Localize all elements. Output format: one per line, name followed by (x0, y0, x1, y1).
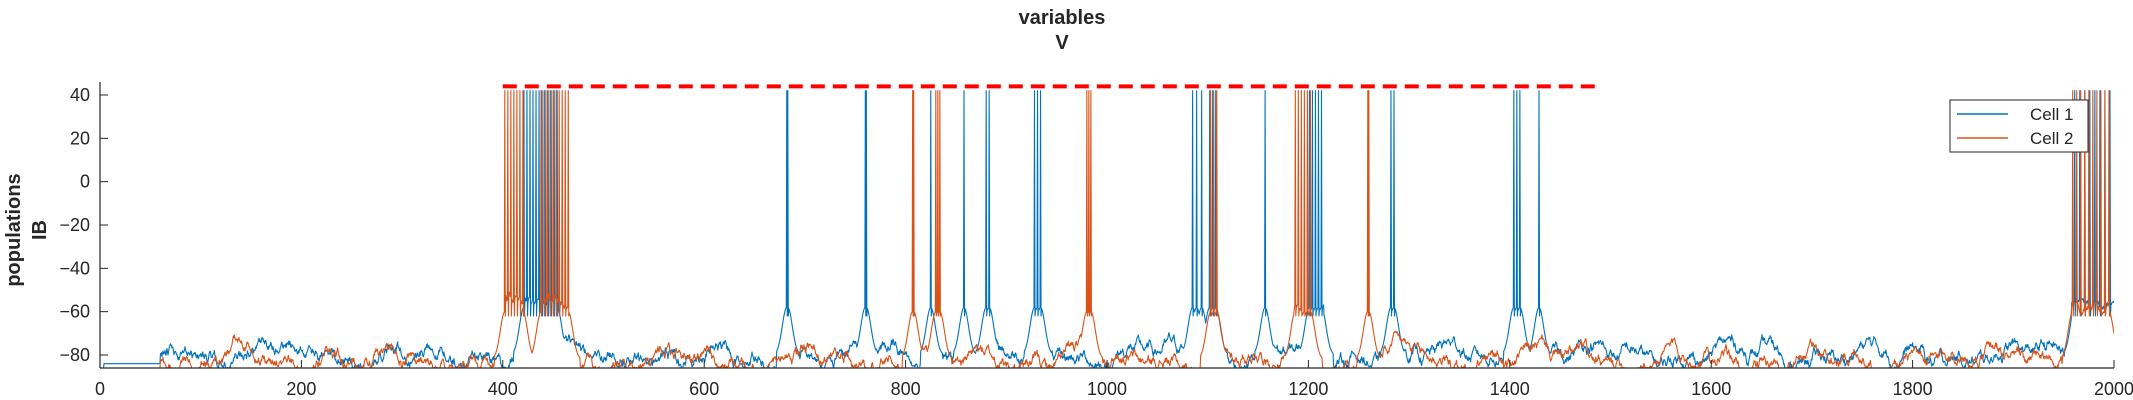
x-tick-label: 1600 (1691, 379, 1731, 399)
x-tick-label: 800 (891, 379, 921, 399)
series-line-cell-2 (100, 90, 2114, 368)
chart-title-line1: variables (1019, 7, 1106, 29)
series-layer (100, 90, 2114, 368)
y-tick-label: −20 (59, 215, 90, 235)
legend-box (1949, 99, 2089, 153)
series-line-cell-1 (100, 90, 2114, 368)
x-tick-label: 400 (488, 379, 518, 399)
x-tick-label: 1200 (1288, 379, 1328, 399)
y-tick-label: 40 (70, 85, 90, 105)
y-axis-label-line2: IB (29, 220, 51, 240)
x-tick-label: 1800 (1893, 379, 1933, 399)
legend-label-cell-1: Cell 1 (2030, 105, 2073, 124)
legend-label-cell-2: Cell 2 (2030, 129, 2073, 148)
x-tick-label: 2000 (2094, 379, 2133, 399)
chart-title-line2: V (1055, 32, 1069, 54)
x-tick-label: 0 (95, 379, 105, 399)
y-axis-label-line1: populations (3, 173, 25, 286)
y-tick-label: −80 (59, 345, 90, 365)
legend: Cell 1 Cell 2 (1949, 99, 2089, 153)
y-tick-label: 20 (70, 128, 90, 148)
y-tick-label: 0 (80, 172, 90, 192)
x-tick-label: 600 (689, 379, 719, 399)
x-tick-label: 200 (286, 379, 316, 399)
x-tick-label: 1000 (1087, 379, 1127, 399)
x-tick-label: 1400 (1490, 379, 1530, 399)
axes: 0 200 400 600 800 1000 1200 1400 1600 1800 2000−80… (59, 82, 2133, 399)
y-tick-label: −40 (59, 258, 90, 278)
y-tick-label: −60 (59, 302, 90, 322)
